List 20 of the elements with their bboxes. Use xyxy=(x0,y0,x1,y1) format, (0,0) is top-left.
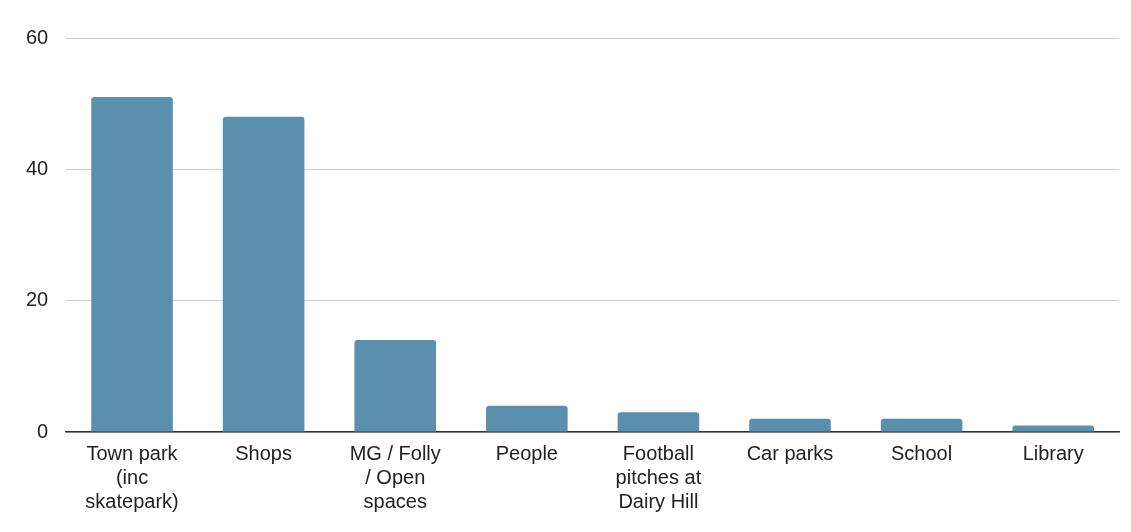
x-tick-label: Car parks xyxy=(746,441,834,464)
y-tick-label: 0 xyxy=(37,419,49,442)
x-tick-label: MG / Folly / Open spaces xyxy=(349,441,441,512)
bar xyxy=(617,412,700,432)
bar xyxy=(1012,425,1094,432)
x-tick-label: Shops xyxy=(235,441,292,464)
bar xyxy=(749,418,831,432)
x-tick-label: School xyxy=(891,441,953,464)
bar xyxy=(486,405,568,432)
y-tick-label: 20 xyxy=(26,288,49,311)
y-tick-label: 60 xyxy=(26,25,49,48)
y-tick-label: 40 xyxy=(26,156,49,179)
x-tick-label: Library xyxy=(1022,441,1084,464)
bar xyxy=(91,97,173,432)
bar xyxy=(880,418,963,432)
x-tick-label: People xyxy=(495,441,558,464)
x-tick-label: Football pitches at Dairy Hill xyxy=(615,441,702,512)
bar xyxy=(222,116,305,432)
bar xyxy=(354,340,437,432)
x-tick-label: Town park (inc skatepark) xyxy=(85,441,179,512)
